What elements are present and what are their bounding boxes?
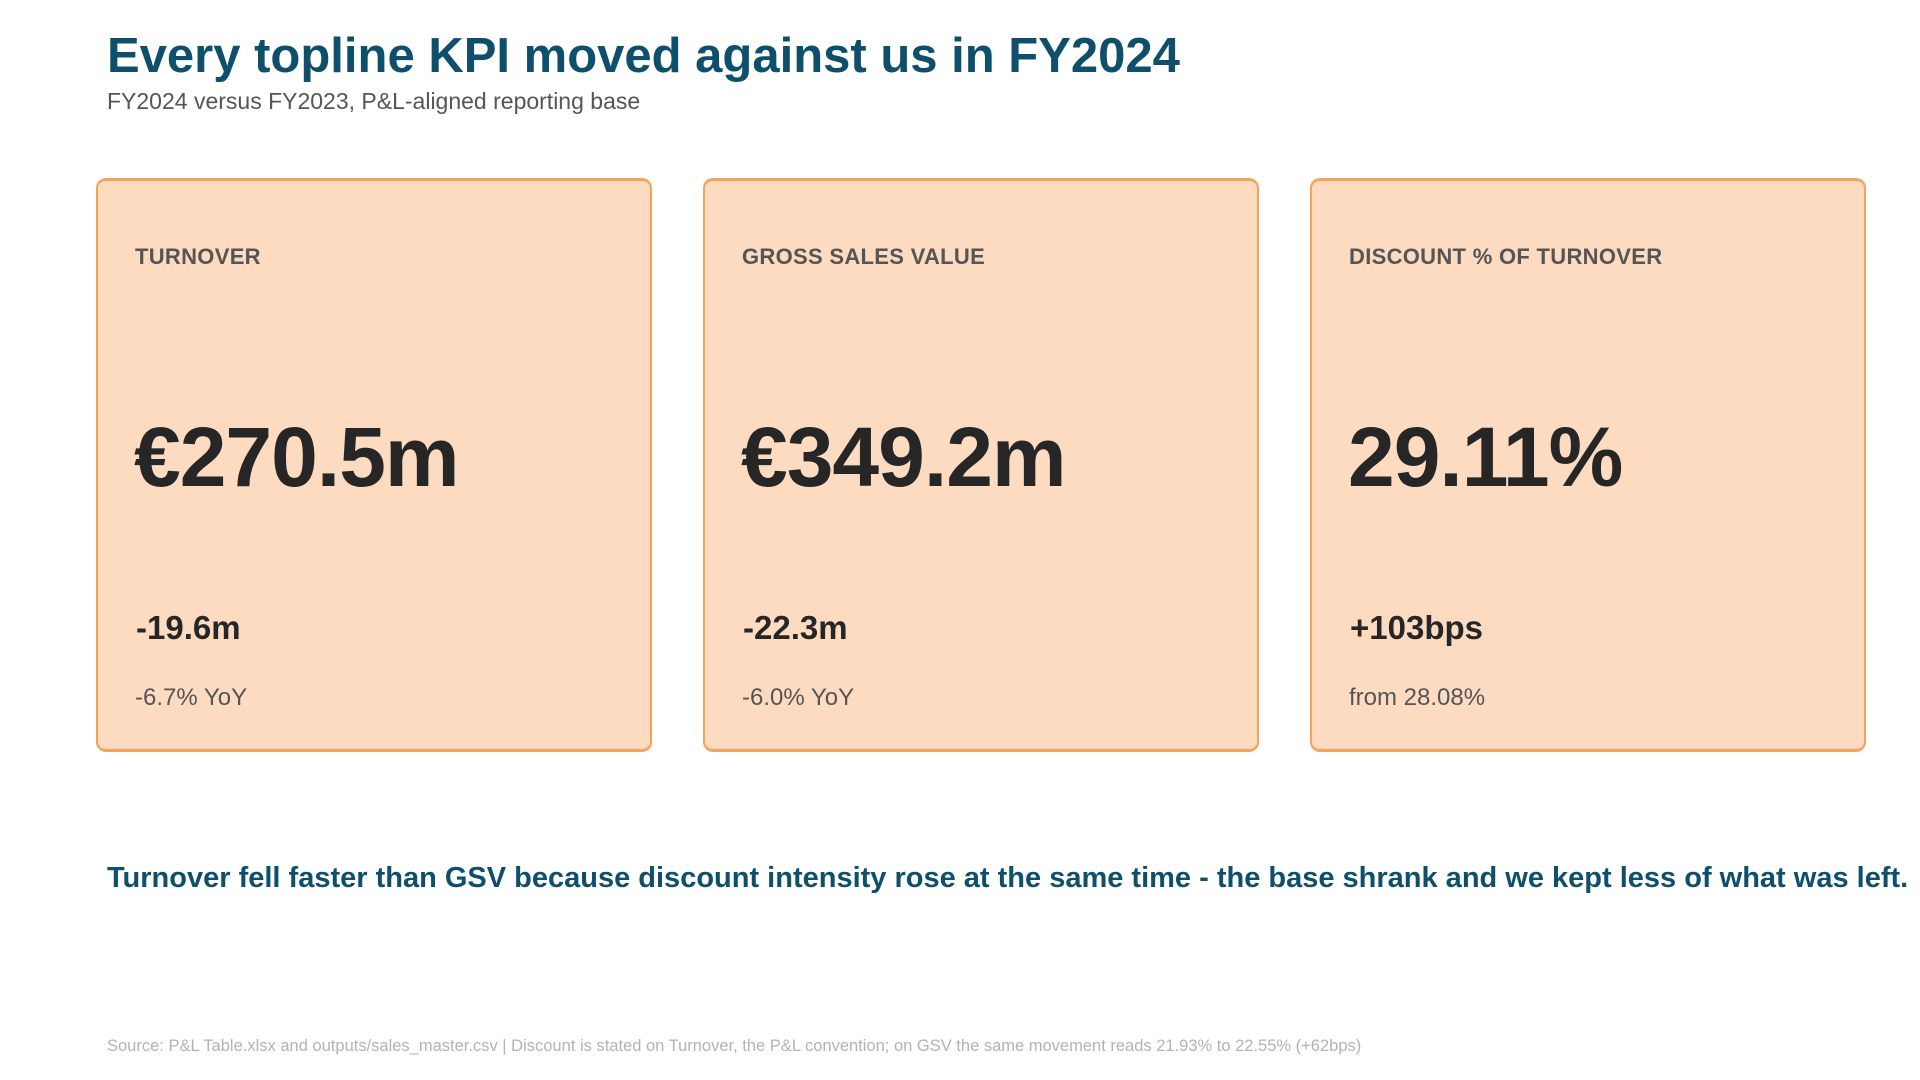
source-footnote: Source: P&L Table.xlsx and outputs/sales… bbox=[107, 1037, 1362, 1055]
kpi-delta: +103bps bbox=[1350, 609, 1483, 646]
kpi-delta: -19.6m bbox=[136, 609, 241, 646]
slide-title: Every topline KPI moved against us in FY… bbox=[107, 29, 1180, 83]
kpi-value: €349.2m bbox=[741, 410, 1067, 504]
slide-subtitle: FY2024 versus FY2023, P&L-aligned report… bbox=[107, 88, 641, 114]
kpi-label: TURNOVER bbox=[135, 244, 261, 269]
kpi-value: €270.5m bbox=[134, 410, 460, 504]
kpi-note: from 28.08% bbox=[1349, 684, 1486, 711]
kpi-card-turnover: TURNOVER €270.5m -19.6m -6.7% YoY bbox=[96, 178, 652, 752]
kpi-delta: -22.3m bbox=[743, 609, 848, 646]
kpi-value: 29.11% bbox=[1348, 410, 1623, 504]
key-takeaway: Turnover fell faster than GSV because di… bbox=[107, 862, 1909, 894]
kpi-note: -6.0% YoY bbox=[742, 684, 855, 711]
kpi-note: -6.7% YoY bbox=[135, 684, 248, 711]
kpi-label: DISCOUNT % OF TURNOVER bbox=[1349, 244, 1663, 269]
kpi-card-discount-pct: DISCOUNT % OF TURNOVER 29.11% +103bps fr… bbox=[1310, 178, 1866, 752]
kpi-card-gross-sales-value: GROSS SALES VALUE €349.2m -22.3m -6.0% Y… bbox=[703, 178, 1259, 752]
kpi-label: GROSS SALES VALUE bbox=[742, 244, 986, 269]
